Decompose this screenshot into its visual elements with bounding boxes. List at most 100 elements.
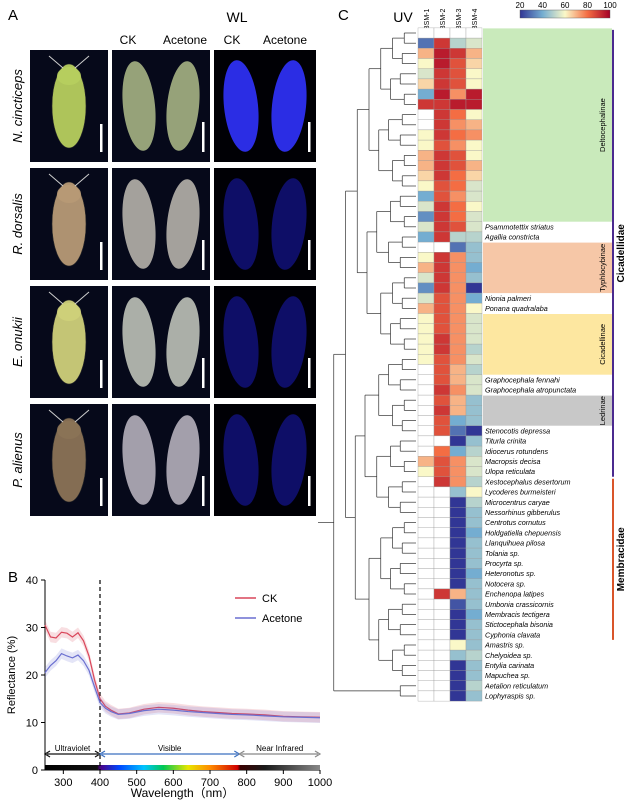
arrow-head-icon [43, 750, 51, 758]
heatmap-cell [449, 629, 467, 641]
heatmap-cell [465, 476, 483, 488]
heatmap-cell [465, 303, 483, 314]
heatmap-cell [433, 486, 451, 498]
heatmap-cell [449, 313, 467, 324]
heatmap-cell [465, 486, 483, 498]
heatmap [417, 27, 483, 702]
x-tick-label: 500 [127, 777, 145, 789]
heatmap-cell [433, 27, 451, 39]
heatmap-cell [417, 486, 435, 498]
col-label-acetone-uv: Acetone [263, 33, 307, 47]
panel-c-letter: C [338, 7, 349, 24]
heatmap-cell [465, 466, 483, 477]
heatmap-cell [433, 660, 451, 671]
subfamily-box [483, 395, 612, 426]
heatmap-cell [433, 139, 451, 151]
heatmap-cell [465, 68, 483, 80]
heatmap-cell [417, 578, 435, 590]
heatmap-cell [433, 558, 451, 569]
region-label: Visible [158, 744, 182, 753]
color-scale: 20 40 60 80 100 BSM-1 BSM-2 BSM-3 BSM-4 [424, 1, 617, 30]
heatmap-cell [433, 568, 451, 579]
family-label: Membracidae [616, 527, 627, 591]
col-label-ck-wl: CK [120, 33, 137, 47]
heatmap-cell [417, 343, 435, 355]
heatmap-cell [433, 303, 451, 314]
heatmap-cell [449, 456, 467, 467]
heatmap-cell [433, 578, 451, 590]
heatmap-cell [449, 619, 467, 630]
heatmap-cell [433, 547, 451, 559]
color-scale-bar [519, 9, 611, 19]
scale-tick-label: 60 [561, 1, 570, 10]
heatmap-cell [417, 517, 435, 528]
heatmap-cell [417, 507, 435, 518]
heatmap-cell [417, 292, 435, 304]
heatmap-cell [417, 48, 435, 59]
heatmap-cell [417, 170, 435, 182]
heatmap-cell [449, 78, 467, 90]
species-label: Nionia palmeri [485, 294, 531, 303]
heatmap-cell [449, 476, 467, 488]
heatmap-cell [465, 598, 483, 610]
heatmap-cell [433, 109, 451, 120]
heatmap-cell [449, 231, 467, 243]
reflectance-chart: 0 10 20 30 40 300 400 500 600 700 800 900 1000 Reflec… [6, 575, 332, 800]
heatmap-cell [449, 598, 467, 610]
insect-body-icon [51, 417, 87, 503]
heatmap-cell [433, 598, 451, 610]
heatmap-cell [417, 119, 435, 131]
heatmap-cell [417, 588, 435, 600]
spectrum-bar [45, 765, 320, 770]
family-label: Cicadellidae [616, 224, 627, 283]
y-tick-label: 0 [32, 765, 38, 777]
heatmap-cell [449, 129, 467, 141]
heatmap-cell [465, 619, 483, 630]
species-label: Macropsis decisa [485, 457, 541, 466]
heatmap-cell [449, 68, 467, 80]
heatmap-cell [465, 282, 483, 294]
species-label: Ulopa reticulata [485, 467, 535, 476]
heatmap-cell [465, 211, 483, 222]
heatmap-cell [417, 496, 435, 508]
insect-head-icon [57, 67, 81, 85]
wing-icon [122, 61, 156, 151]
heatmap-cell [433, 639, 451, 651]
uv-wing-icon [223, 414, 259, 506]
uv-wing-icon [271, 414, 307, 506]
heatmap-cell [465, 405, 483, 416]
antenna-icon [74, 291, 90, 305]
species-row-label: E. onukii [10, 316, 25, 367]
heatmap-cell [449, 466, 467, 477]
heatmap-cell [449, 527, 467, 539]
heatmap-cell [449, 690, 467, 702]
species-label: Centrotus cornutus [485, 518, 546, 527]
heatmap-cell [465, 568, 483, 579]
wing-icon [166, 297, 200, 387]
antenna-icon [74, 173, 90, 187]
species-label: Notocera sp. [485, 579, 526, 588]
species-row-label: P. alienus [10, 432, 25, 488]
subfamily-box [483, 28, 612, 222]
col-label-ck-uv: CK [224, 33, 241, 47]
heatmap-cell [417, 405, 435, 416]
heatmap-cell [465, 588, 483, 600]
heatmap-cell [417, 568, 435, 579]
heatmap-cell [417, 231, 435, 243]
heatmap-cell [449, 211, 467, 222]
region-label: Near Infrared [256, 744, 303, 753]
species-label: Chelyoidea sp. [485, 651, 533, 660]
heatmap-cell [417, 415, 435, 426]
col-label-acetone-wl: Acetone [163, 33, 207, 47]
heatmap-cell [465, 180, 483, 192]
scale-bar [308, 122, 311, 152]
heatmap-cell [433, 221, 451, 233]
uv-wing-icon [223, 60, 259, 152]
heatmap-cell [433, 425, 451, 437]
heatmap-cell [449, 27, 467, 39]
heatmap-cell [417, 129, 435, 141]
heatmap-cell [465, 252, 483, 263]
column-header: BSM-1 [424, 9, 431, 31]
heatmap-cell [433, 374, 451, 386]
